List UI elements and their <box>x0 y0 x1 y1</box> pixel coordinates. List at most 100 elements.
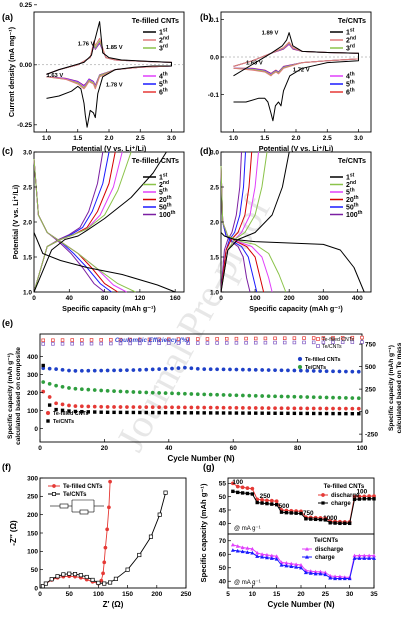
y-right-tick-label: -250 <box>365 431 378 438</box>
cycle-point <box>54 383 58 388</box>
cycle-point <box>189 411 194 415</box>
y-right-tick-label: 0 <box>365 409 369 416</box>
legend-marker <box>305 555 309 559</box>
cycle-point <box>263 340 268 345</box>
cycle-point <box>150 390 155 395</box>
subplot-title: Te-filled CNTs <box>324 483 365 490</box>
plot-frame <box>39 333 363 443</box>
current-note: @ mA g⁻¹ <box>234 526 261 532</box>
legend-label: 20th <box>159 195 172 204</box>
rate-label: 250 <box>260 493 271 500</box>
cycle-point <box>340 336 345 340</box>
impedance-point <box>102 560 107 565</box>
cycle-point <box>331 340 335 345</box>
rate-point <box>328 521 332 525</box>
peak-annotation: 1.72 V <box>293 67 310 73</box>
cycle-point <box>47 366 52 371</box>
rate-point <box>250 486 255 491</box>
cycle-point <box>60 338 65 342</box>
cycle-point <box>234 341 239 345</box>
cycle-point <box>331 336 335 340</box>
peak-annotation: 1.78 V <box>106 82 123 88</box>
legend-label: Te/CNTs <box>322 344 342 350</box>
rate-label: 1000 <box>323 515 338 522</box>
x-tick-label: 2.0 <box>104 135 113 142</box>
cycle-point <box>70 341 74 346</box>
x-tick-label: 20 <box>297 591 305 598</box>
cycle-point <box>41 342 45 346</box>
rate-point <box>337 576 342 581</box>
y-tick-label: 2.5 <box>23 184 32 191</box>
cycle-point <box>202 367 207 372</box>
cycle-point <box>41 338 45 343</box>
cycle-point <box>350 411 355 416</box>
rate-point <box>284 561 289 565</box>
impedance-point <box>105 527 110 532</box>
cycle-point <box>331 395 335 400</box>
cycle-point <box>266 394 271 399</box>
cycle-point <box>253 393 258 398</box>
rate-point <box>289 511 293 515</box>
rate-point <box>367 497 371 501</box>
cycle-point <box>234 405 239 410</box>
cycle-point <box>343 369 348 374</box>
cycle-point <box>202 392 207 397</box>
cycle-point <box>112 389 116 394</box>
impedance-point <box>96 580 101 585</box>
x-axis-label: Z′ (Ω) <box>103 600 124 609</box>
cycle-point <box>189 405 194 410</box>
profile-curve-20th <box>33 158 119 293</box>
rate-point <box>240 545 245 550</box>
profile-curve-1st <box>33 151 167 293</box>
legend-label: Te-filled CNTs <box>305 357 340 363</box>
cycle-point <box>41 380 46 384</box>
rate-point <box>352 556 357 560</box>
cycle-point <box>350 406 355 411</box>
rate-point <box>372 553 376 558</box>
legend-marker <box>297 364 303 370</box>
legend-label: Te-filled CNTs <box>53 411 88 417</box>
y-tick-label: 200 <box>27 390 38 397</box>
cycle-point <box>144 367 149 372</box>
rate-label: 500 <box>279 503 290 510</box>
legend-label: 2nd <box>159 36 169 45</box>
cycle-point <box>324 395 329 400</box>
cycle-point <box>311 395 316 400</box>
x-axis-label: Specific capacity (mAh g⁻¹) <box>249 304 343 313</box>
cycle-point <box>305 368 310 373</box>
cycle-point <box>244 341 248 345</box>
cycle-point <box>157 341 161 345</box>
legend-label: 5th <box>346 188 355 197</box>
y-axis-label: Specific capacity (mAh g⁻¹) <box>7 353 14 439</box>
legend-marker <box>321 501 325 505</box>
cv-curve-1st <box>46 21 172 128</box>
cycle-point <box>324 406 329 411</box>
cycle-point <box>279 394 284 399</box>
cycle-point <box>260 411 264 415</box>
cycle-point <box>195 405 200 410</box>
legend-label: 1st <box>159 28 168 37</box>
cycle-point <box>318 395 323 400</box>
rate-point <box>318 571 323 576</box>
y-right-tick-label: 250 <box>365 386 376 393</box>
impedance-point <box>113 576 118 581</box>
x-tick-label: 0 <box>219 295 223 302</box>
cycle-point <box>202 411 206 415</box>
cycle-point <box>147 341 152 346</box>
cycle-point <box>99 388 104 393</box>
y-tick-label: 3.0 <box>23 149 32 156</box>
rate-point <box>235 548 240 553</box>
rate-point <box>338 521 342 526</box>
cycle-point <box>150 367 155 372</box>
cycle-point <box>54 407 58 412</box>
profile-curve-100th <box>220 151 242 293</box>
x-tick-label: 2.5 <box>323 135 332 142</box>
cycle-point <box>73 368 78 373</box>
rate-point <box>372 556 376 560</box>
x-tick-label: 20 <box>101 445 109 452</box>
rate-point <box>347 576 352 581</box>
cycle-point <box>292 340 297 345</box>
cycle-point <box>340 340 345 344</box>
rate-point <box>279 563 284 567</box>
cycle-point <box>263 336 268 341</box>
